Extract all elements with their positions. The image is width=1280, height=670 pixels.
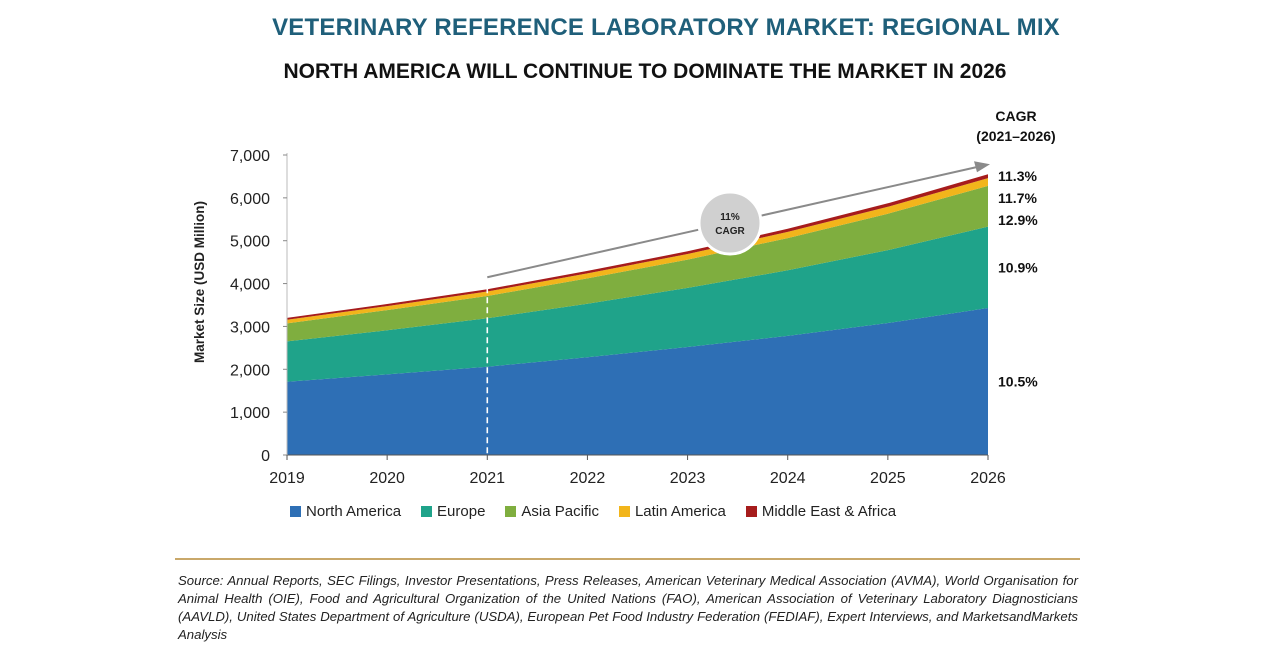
cagr-header: CAGR [995,108,1036,124]
cagr-bubble-label: CAGR [715,226,745,237]
x-tick-label: 2023 [670,470,706,487]
x-tick-label: 2021 [469,470,505,487]
cagr-arrowhead [974,161,990,173]
chart-title: VETERINARY REFERENCE LABORATORY MARKET: … [272,14,1060,41]
legend-item-asia-pacific: Asia Pacific [505,503,599,520]
cagr-label-europe: 10.9% [998,259,1038,275]
y-tick-label: 6,000 [230,191,270,208]
cagr-label-asia-pacific: 12.9% [998,212,1038,228]
area-north-america [287,308,988,455]
cagr-bubble [697,190,763,256]
cagr-labels: CAGR (2021–2026) 11.3% 11.7% 12.9% 10.9% 10.5% [976,108,1055,390]
legend-label: Middle East & Africa [761,503,897,520]
stacked-area-chart: 0 1,000 2,000 3,000 4,000 5,000 6,000 7,000 2019… [192,108,1056,487]
axes: 0 1,000 2,000 3,000 4,000 5,000 6,000 7,000 2019… [192,148,1006,487]
cagr-label-middle-east-and-africa: 11.3% [998,168,1037,184]
x-tick-label: 2026 [970,470,1006,487]
y-tick-label: 4,000 [230,277,270,294]
cagr-label-north-america: 10.5% [998,374,1038,390]
area-asia-pacific [287,185,988,342]
chart-subtitle: NORTH AMERICA WILL CONTINUE TO DOMINATE … [283,60,1007,83]
legend-label: Europe [437,503,486,520]
x-tick-label: 2024 [770,470,806,487]
legend-swatch [505,506,517,517]
legend-item-middle-east-and-africa: Middle East & Africa [745,503,897,520]
legend-item-latin-america: Latin America [618,503,726,520]
legend-swatch [290,506,301,517]
cagr-bubble-value: 11% [720,212,740,223]
x-tick-label: 2020 [369,470,405,487]
cagr-annotation: 11% CAGR [486,161,990,455]
legend-label: North America [306,503,402,520]
y-tick-label: 7,000 [230,148,270,165]
legend-item-north-america: North America [290,503,401,520]
y-tick-label: 5,000 [230,234,270,251]
x-tick-label: 2019 [269,470,305,487]
legend-item-europe: Europe [421,503,485,520]
legend-swatch [421,506,433,517]
x-tick-label: 2025 [870,470,906,487]
y-tick-label: 3,000 [230,319,270,336]
legend-label: Asia Pacific [521,503,599,520]
legend-swatch [745,506,757,517]
divider [175,558,1080,560]
legend-label: Latin America [634,503,726,520]
legend-swatch [618,506,630,517]
source-note: Source: Annual Reports, SEC Filings, Inv… [178,573,1078,642]
x-tick-label: 2022 [570,470,606,487]
y-tick-label: 2,000 [230,362,270,379]
cagr-header-period: (2021–2026) [976,128,1055,144]
y-tick-label: 1,000 [230,405,270,422]
legend: North America Europe Asia Pacific Latin Ame… [290,503,896,520]
y-axis-title: Market Size (USD Million) [192,201,207,363]
cagr-label-latin-america: 11.7% [998,190,1037,206]
area-europe [287,226,988,382]
y-tick-label: 0 [261,448,270,465]
area-layers [287,174,988,455]
